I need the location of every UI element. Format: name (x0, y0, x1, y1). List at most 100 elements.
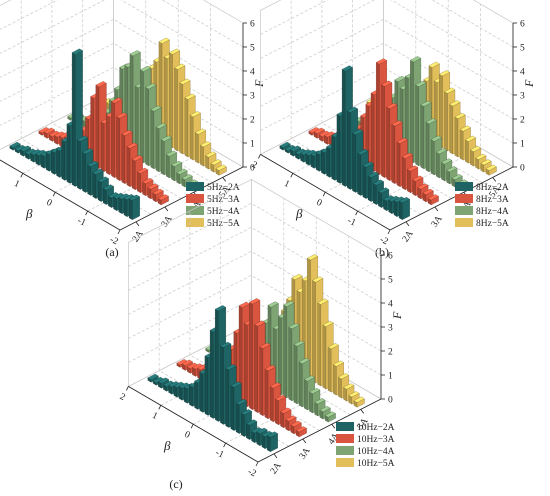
grid-line-z (128, 275, 382, 352)
beta-tick-mark (322, 192, 326, 197)
bar-face-front (261, 434, 266, 449)
bar-face-front (92, 172, 97, 199)
z-axis-label: F (390, 311, 404, 320)
legend-swatch (455, 218, 473, 227)
bar-face-front (108, 195, 112, 208)
bar-face-front (56, 148, 60, 178)
bar-face-top (415, 80, 427, 87)
bar-face-top (464, 135, 477, 142)
bar-face-top (298, 357, 310, 364)
bar-face-top (324, 411, 336, 418)
beta-tick-label: 1 (12, 179, 21, 190)
bar-face-front (183, 386, 188, 404)
bar-face-top (220, 341, 232, 348)
z-tick-label: 5 (520, 44, 525, 54)
bar-face-top (165, 150, 178, 157)
bar-face-front (97, 180, 102, 202)
bar-face-top (274, 395, 287, 401)
bar-face-top (92, 168, 104, 175)
beta-tick-mark (158, 405, 162, 410)
bar-face-top (444, 87, 456, 94)
legend-swatch (186, 206, 204, 215)
current-tick-label: 3A (430, 214, 445, 229)
beta-tick-label: 0 (183, 430, 192, 441)
bar-face-front (195, 132, 199, 164)
bar-face-top (87, 160, 99, 167)
bar-face-front (343, 387, 347, 402)
bar-face-front (444, 91, 448, 152)
panel-label: (c) (169, 477, 182, 491)
bar-face-front (357, 152, 361, 196)
bar-face-front (118, 197, 123, 214)
bar-face-front (288, 326, 293, 402)
beta-tick-mark (85, 210, 88, 216)
bar-face-top (279, 141, 291, 148)
grid-line-z (0, 67, 244, 144)
bar-face-top (245, 419, 258, 426)
bar-series-2 (308, 58, 439, 206)
bar-face-front (241, 412, 245, 437)
chart-panel-3: 0123456F210-1-2β2A3A4A5A10Hz−2A10Hz−3A10… (118, 178, 404, 491)
z-tick-label: 6 (388, 252, 393, 262)
current-tick-mark (492, 177, 497, 182)
z-tick-label: 2 (520, 116, 525, 126)
bar-face-top (327, 343, 339, 350)
current-tick-label: 2A (401, 229, 416, 244)
bar (427, 194, 439, 206)
beta-tick-label: 0 (315, 198, 324, 209)
z-tick-label: 3 (250, 92, 255, 102)
bar-face-front (126, 146, 131, 188)
bar-face-front (160, 139, 165, 176)
bar-face-front (367, 175, 372, 202)
bar-face-top (289, 145, 302, 152)
current-tick-mark (302, 438, 307, 444)
bar-face-front (256, 431, 261, 446)
bar-face-front (264, 368, 269, 420)
bar-face-front (178, 386, 183, 401)
bar-face-top (157, 377, 170, 384)
beta-tick-label: 1 (282, 179, 291, 190)
grid-line-z (0, 0, 244, 72)
bar-face-top (19, 145, 32, 152)
bar-face-front (100, 121, 105, 172)
bar (398, 197, 411, 220)
bar-face-front (103, 188, 107, 205)
chart-panel-2: 0123456F210-1-2β2A3A4A5A8Hz−2A8Hz−3A8Hz−… (250, 0, 536, 259)
bar-face-front (225, 367, 229, 428)
bar-face-top (391, 120, 403, 127)
bar-face-top (97, 176, 109, 183)
bar-face-front (244, 322, 248, 407)
bar-face-front (82, 151, 86, 193)
bar-face-top (291, 273, 303, 280)
z-tick-label: 3 (520, 92, 525, 102)
bar-face-top (303, 375, 316, 382)
bar-face-front (326, 146, 330, 178)
bar-face-front (266, 435, 271, 452)
bar-face-top (312, 276, 324, 283)
bar-face-front (189, 114, 194, 161)
legend-swatch (186, 218, 204, 227)
legend: 5Hz−2A 5Hz−3A 5Hz−4A 5Hz−5A (186, 182, 240, 229)
bar-face-top (441, 158, 453, 165)
bar-face-front (441, 162, 445, 182)
z-tick-label: 1 (388, 372, 393, 382)
beta-tick-mark (387, 229, 391, 235)
bar-face-top (184, 93, 196, 100)
bar-face-front (331, 135, 336, 181)
z-tick-label: 4 (520, 68, 525, 78)
grid-line-beta (87, 4, 211, 212)
bar-face-top (235, 398, 247, 405)
bar-face-top (155, 122, 167, 129)
bar-face-top (145, 83, 157, 90)
bar-face-front (174, 67, 178, 152)
bar-face-top (283, 300, 295, 307)
grid-line-z (128, 203, 382, 280)
bar-face-top (82, 148, 94, 155)
z-tick-label: 4 (250, 68, 255, 78)
bar-face-top (341, 65, 353, 72)
bar-face-front (155, 126, 160, 173)
legend-label: 5Hz−3A (207, 195, 240, 205)
bar-face-front (436, 151, 440, 179)
legend-swatch (186, 194, 204, 203)
bar-face-top (121, 129, 133, 136)
